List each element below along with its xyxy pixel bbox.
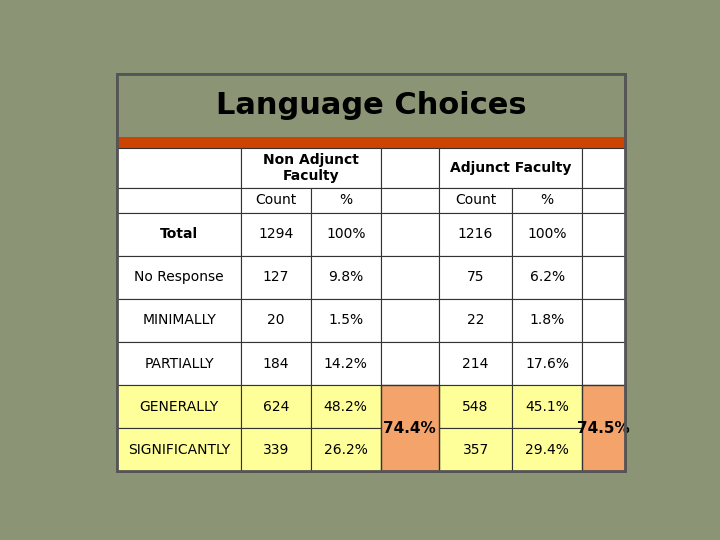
Bar bbox=[241, 385, 311, 428]
Bar bbox=[438, 188, 513, 213]
Text: PARTIALLY: PARTIALLY bbox=[144, 356, 214, 370]
Bar bbox=[438, 299, 513, 342]
Text: Adjunct Faculty: Adjunct Faculty bbox=[450, 161, 571, 175]
Bar bbox=[117, 256, 241, 299]
Bar bbox=[582, 342, 625, 385]
Bar bbox=[582, 213, 625, 256]
Text: 214: 214 bbox=[462, 356, 489, 370]
Bar bbox=[582, 256, 625, 299]
Text: %: % bbox=[541, 193, 554, 207]
Bar bbox=[381, 213, 438, 256]
Text: 74.5%: 74.5% bbox=[577, 421, 630, 436]
Bar bbox=[117, 299, 241, 342]
Text: 1294: 1294 bbox=[258, 227, 294, 241]
Text: 48.2%: 48.2% bbox=[324, 400, 368, 414]
Bar bbox=[582, 385, 625, 471]
Text: 6.2%: 6.2% bbox=[530, 271, 564, 285]
Text: 357: 357 bbox=[462, 443, 489, 457]
Bar bbox=[241, 299, 311, 342]
Bar bbox=[381, 188, 438, 213]
Bar bbox=[311, 188, 381, 213]
Bar bbox=[513, 256, 582, 299]
Bar bbox=[513, 299, 582, 342]
Bar bbox=[117, 213, 241, 256]
Bar bbox=[438, 428, 513, 471]
Bar bbox=[438, 385, 513, 428]
Bar bbox=[118, 75, 624, 137]
Bar bbox=[241, 256, 311, 299]
Bar bbox=[438, 256, 513, 299]
Text: SIGNIFICANTLY: SIGNIFICANTLY bbox=[128, 443, 230, 457]
Bar bbox=[241, 188, 311, 213]
Bar bbox=[311, 428, 381, 471]
Text: 339: 339 bbox=[263, 443, 289, 457]
Text: 548: 548 bbox=[462, 400, 489, 414]
Bar bbox=[381, 342, 438, 385]
Text: %: % bbox=[339, 193, 352, 207]
Bar bbox=[117, 428, 241, 471]
Bar bbox=[582, 299, 625, 342]
Text: 184: 184 bbox=[263, 356, 289, 370]
Text: 17.6%: 17.6% bbox=[526, 356, 570, 370]
Text: Non Adjunct
Faculty: Non Adjunct Faculty bbox=[263, 153, 359, 183]
Text: Count: Count bbox=[256, 193, 297, 207]
Text: 1216: 1216 bbox=[458, 227, 493, 241]
Text: Language Choices: Language Choices bbox=[215, 91, 526, 120]
Bar bbox=[513, 342, 582, 385]
Text: 14.2%: 14.2% bbox=[324, 356, 368, 370]
Bar bbox=[241, 213, 311, 256]
Bar bbox=[582, 148, 625, 188]
Bar bbox=[513, 428, 582, 471]
Bar bbox=[438, 342, 513, 385]
Text: 127: 127 bbox=[263, 271, 289, 285]
Bar bbox=[438, 213, 513, 256]
Text: 9.8%: 9.8% bbox=[328, 271, 364, 285]
Bar bbox=[311, 299, 381, 342]
Text: MINIMALLY: MINIMALLY bbox=[142, 313, 216, 327]
Bar bbox=[117, 188, 241, 213]
Text: No Response: No Response bbox=[135, 271, 224, 285]
Bar bbox=[117, 137, 625, 148]
Bar bbox=[241, 148, 381, 188]
Bar bbox=[311, 256, 381, 299]
Bar bbox=[381, 148, 438, 188]
Text: 22: 22 bbox=[467, 313, 485, 327]
Bar bbox=[438, 148, 582, 188]
Bar bbox=[241, 428, 311, 471]
Text: 1.5%: 1.5% bbox=[328, 313, 364, 327]
Text: 74.4%: 74.4% bbox=[383, 421, 436, 436]
Bar bbox=[117, 342, 241, 385]
Text: 75: 75 bbox=[467, 271, 485, 285]
Bar bbox=[582, 188, 625, 213]
Text: 26.2%: 26.2% bbox=[324, 443, 368, 457]
Text: 45.1%: 45.1% bbox=[526, 400, 570, 414]
Bar bbox=[117, 148, 241, 188]
Text: 100%: 100% bbox=[326, 227, 366, 241]
Bar bbox=[117, 385, 241, 428]
Bar bbox=[311, 385, 381, 428]
Text: Total: Total bbox=[160, 227, 198, 241]
Bar bbox=[381, 385, 438, 471]
Bar bbox=[513, 213, 582, 256]
Text: Count: Count bbox=[455, 193, 496, 207]
Text: 624: 624 bbox=[263, 400, 289, 414]
Bar bbox=[311, 342, 381, 385]
Bar bbox=[311, 213, 381, 256]
Text: 29.4%: 29.4% bbox=[526, 443, 570, 457]
Bar bbox=[513, 188, 582, 213]
Bar bbox=[381, 299, 438, 342]
Text: 20: 20 bbox=[267, 313, 284, 327]
Text: GENERALLY: GENERALLY bbox=[140, 400, 219, 414]
Text: 100%: 100% bbox=[528, 227, 567, 241]
Bar bbox=[513, 385, 582, 428]
Bar bbox=[241, 342, 311, 385]
Bar bbox=[381, 256, 438, 299]
Text: 1.8%: 1.8% bbox=[530, 313, 565, 327]
